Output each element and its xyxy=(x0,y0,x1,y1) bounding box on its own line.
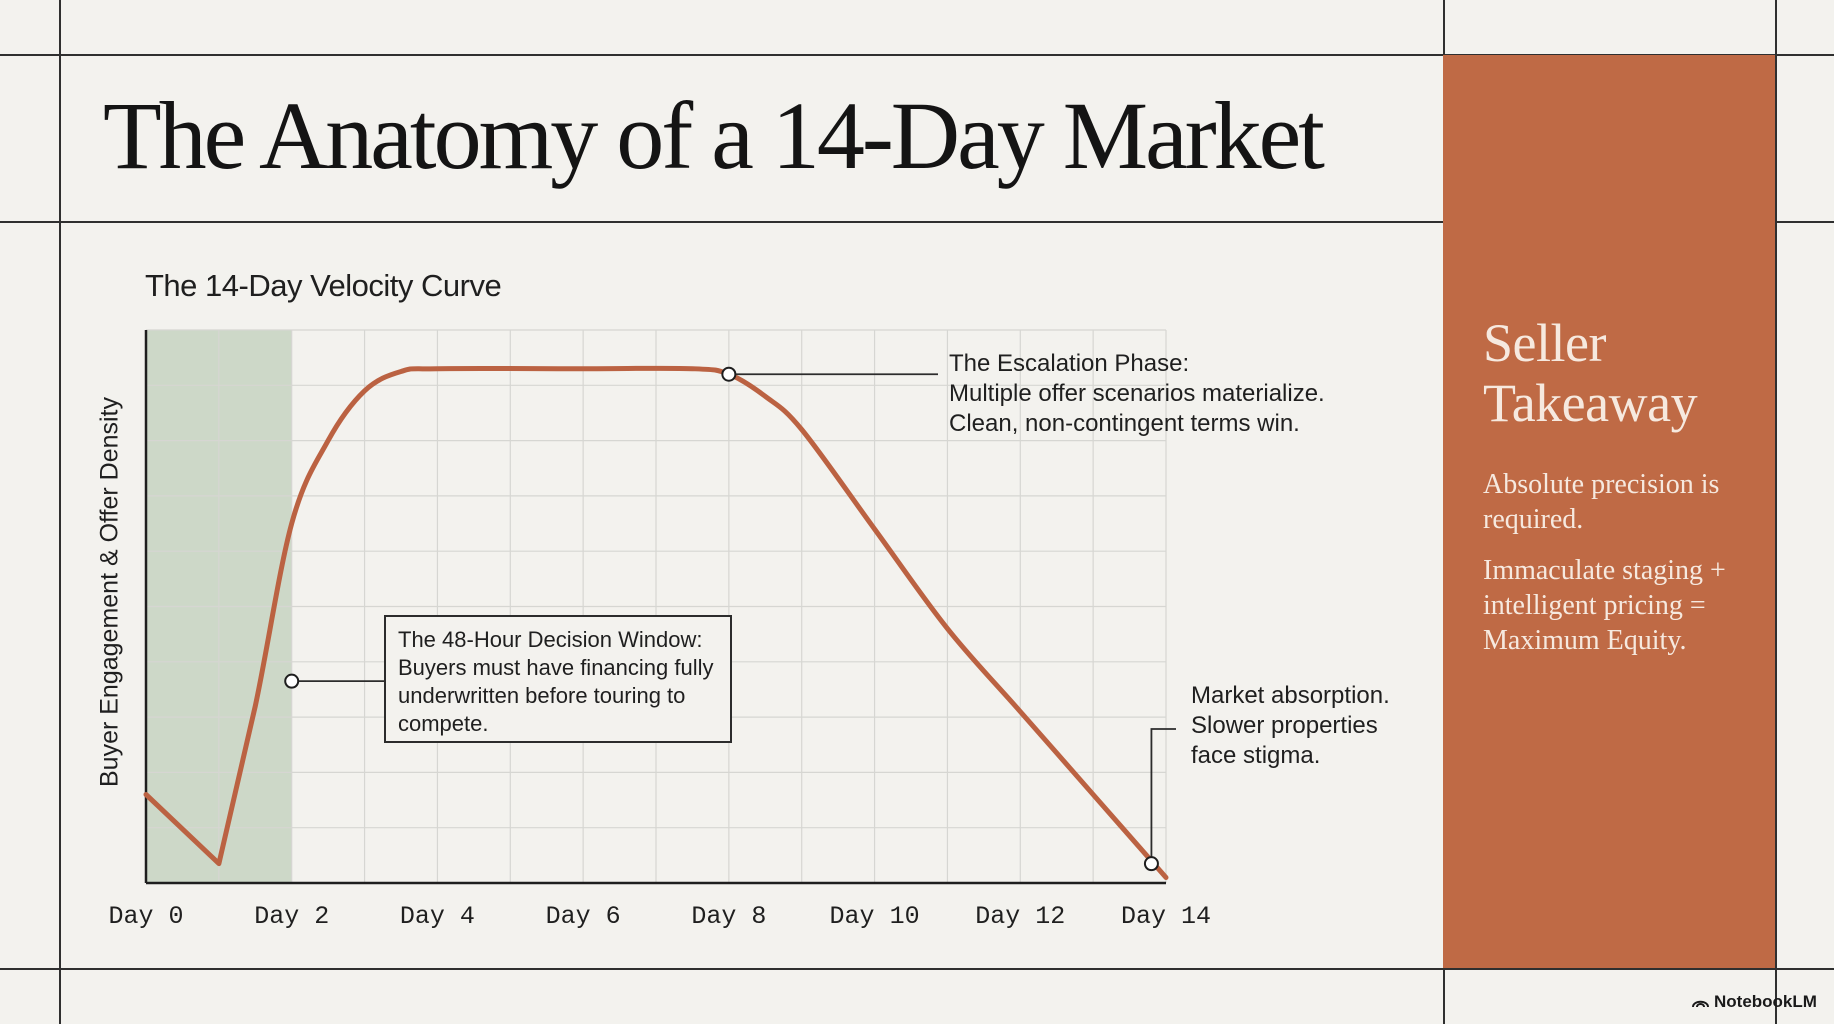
connector-absorption xyxy=(1150,728,1176,864)
annotation-escalation-line: Clean, non-contingent terms win. xyxy=(949,410,1300,437)
page-title: The Anatomy of a 14-Day Market xyxy=(103,82,1325,189)
annotation-escalation: The Escalation Phase: Multiple offer sce… xyxy=(949,349,1325,439)
x-tick-label: Day 4 xyxy=(399,902,475,931)
annotation-absorption: Market absorption. Slower properties fac… xyxy=(1191,681,1390,771)
frame-line-left xyxy=(59,0,61,1024)
x-tick-label: Day 6 xyxy=(545,902,621,931)
annotation-decision-window-line: underwritten before touring to xyxy=(398,683,686,708)
annotation-decision-window-line: compete. xyxy=(398,711,489,736)
brand-name: NotebookLM xyxy=(1714,992,1817,1011)
annotation-decision-window-line: The 48-Hour Decision Window: xyxy=(398,627,703,652)
seller-takeaway-panel: Seller Takeaway Absolute precision is re… xyxy=(1443,55,1775,968)
curve-marker xyxy=(1143,856,1159,872)
frame-line-panel-right xyxy=(1775,0,1777,1024)
series-line xyxy=(143,365,1169,880)
takeaway-title-line: Seller xyxy=(1483,313,1606,373)
takeaway-paragraph-equity: Immaculate staging + intelligent pricing… xyxy=(1483,555,1726,656)
x-tick-label: Day 8 xyxy=(691,902,767,931)
takeaway-title-line: Takeaway xyxy=(1483,373,1698,433)
frame-line-title-bottom-right xyxy=(1775,221,1834,223)
x-tick-label: Day 12 xyxy=(975,902,1066,931)
chart-markers xyxy=(284,366,1159,872)
notebooklm-icon xyxy=(1692,1000,1709,1008)
annotation-escalation-line: Multiple offer scenarios materialize. xyxy=(949,380,1325,407)
x-tick-label: Day 2 xyxy=(254,902,330,931)
frame-line-title-bottom xyxy=(0,221,1443,223)
annotation-absorption-line: face stigma. xyxy=(1191,742,1321,769)
annotation-absorption-line: Market absorption. xyxy=(1191,682,1390,709)
takeaway-paragraph-precision: Absolute precision is required. xyxy=(1483,469,1720,535)
curve-marker xyxy=(284,673,300,689)
takeaway-title: Seller Takeaway xyxy=(1483,313,1698,433)
curve-marker xyxy=(721,366,737,382)
annotation-escalation-line: The Escalation Phase: xyxy=(949,350,1190,377)
brand-logo: NotebookLM xyxy=(1692,992,1817,1012)
x-tick-label: Day 10 xyxy=(829,902,920,931)
chart-series xyxy=(143,365,1169,880)
frame-line-top xyxy=(0,54,1834,56)
chart-grid xyxy=(145,329,1167,884)
x-tick-label: Day 14 xyxy=(1120,902,1212,931)
annotation-absorption-line: Slower properties xyxy=(1191,712,1378,739)
chart-title: The 14-Day Velocity Curve xyxy=(145,268,502,303)
x-tick-label: Day 0 xyxy=(108,902,184,931)
annotation-decision-window: The 48-Hour Decision Window: Buyers must… xyxy=(384,615,732,743)
annotation-decision-window-line: Buyers must have financing fully xyxy=(398,655,714,680)
annotation-connectors xyxy=(291,373,1176,864)
frame-line-bottom xyxy=(0,968,1834,970)
chart-axes xyxy=(144,330,1166,885)
